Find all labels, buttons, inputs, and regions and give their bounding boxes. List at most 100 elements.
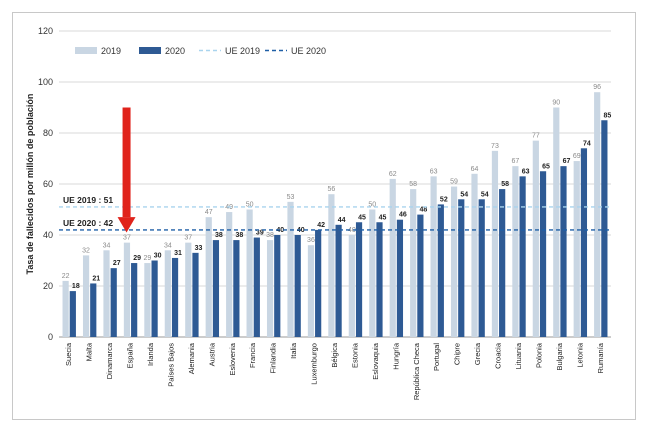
data-label-2019: 69 <box>573 153 581 160</box>
x-tick-label: Polonia <box>534 342 543 368</box>
bar-2019 <box>82 255 90 337</box>
bar-2019 <box>185 242 192 337</box>
bar-2019 <box>553 107 560 337</box>
bar-2019 <box>410 189 417 337</box>
bar-2020 <box>294 235 301 337</box>
x-tick-label: Rumanía <box>596 342 605 373</box>
arrow-head <box>117 217 136 233</box>
y-tick-label: 0 <box>48 332 53 342</box>
bar-2019 <box>450 186 458 337</box>
arrow-shaft <box>122 107 131 218</box>
bar-2019 <box>287 201 294 337</box>
data-label-2020: 39 <box>256 230 264 237</box>
x-tick-label: Portugal <box>432 343 441 371</box>
data-label-2020: 45 <box>358 214 366 221</box>
bar-2019 <box>348 235 355 337</box>
x-tick-label: Croacia <box>494 342 503 369</box>
legend-swatch <box>139 47 161 54</box>
data-label-2019: 40 <box>348 227 356 234</box>
bar-2020 <box>539 171 547 337</box>
data-label-2019: 34 <box>103 242 111 249</box>
x-tick-label: Países Bajos <box>166 343 175 387</box>
bar-2019 <box>532 140 539 337</box>
x-tick-label: Lituania <box>514 342 523 369</box>
data-label-2019: 37 <box>184 235 192 242</box>
bar-2020 <box>274 235 281 337</box>
y-tick-label: 40 <box>43 230 53 240</box>
bar-2019 <box>430 176 437 337</box>
x-tick-label: Hungría <box>391 342 400 370</box>
x-tick-label: Grecia <box>473 342 482 365</box>
x-tick-label: Estonia <box>350 342 359 368</box>
data-label-2019: 96 <box>593 84 601 91</box>
data-label-2020: 40 <box>276 227 284 234</box>
bar-2019 <box>389 178 396 337</box>
data-label-2020: 74 <box>583 140 591 147</box>
legend-label: 2019 <box>101 46 121 56</box>
data-label-2020: 33 <box>195 245 203 252</box>
reference-label: UE 2019 : 51 <box>63 195 113 205</box>
data-label-2019: 56 <box>328 186 336 193</box>
y-axis-ticks: 0 20 40 60 80 100 120 <box>38 26 53 342</box>
data-label-2020: 44 <box>338 217 346 224</box>
bar-2019 <box>246 209 253 337</box>
bar-2020 <box>560 166 567 337</box>
bar-2020 <box>355 222 363 337</box>
data-label-2020: 42 <box>317 222 325 229</box>
data-label-2020: 38 <box>235 232 243 239</box>
bar-2019 <box>512 166 519 337</box>
data-label-2020: 27 <box>113 260 121 267</box>
x-tick-label: Malta <box>85 342 94 361</box>
x-tick-label: República Checa <box>412 342 421 400</box>
x-tick-label: Austria <box>207 342 216 366</box>
bar-2020 <box>151 260 158 337</box>
bar-2020 <box>335 224 342 337</box>
bar-2020 <box>417 214 424 337</box>
data-label-2019: 53 <box>287 194 295 201</box>
highlight-arrow <box>117 107 136 233</box>
bar-2020 <box>376 222 383 337</box>
x-tick-label: Eslovaquia <box>371 342 380 380</box>
y-tick-label: 100 <box>38 77 53 87</box>
data-label-2019: 59 <box>450 179 458 186</box>
y-tick-label: 60 <box>43 179 53 189</box>
grid-lines <box>59 30 611 338</box>
x-tick-label: Bélgica <box>330 342 339 367</box>
x-tick-label: Dinamarca <box>105 342 114 379</box>
legend-label: UE 2019 <box>225 46 260 56</box>
data-label-2019: 37 <box>123 235 131 242</box>
bar-2019 <box>471 173 478 337</box>
x-axis-labels: Suecia Malta Dinamarca España Irlanda Países … <box>64 342 605 400</box>
data-label-2019: 29 <box>144 255 152 262</box>
bar-2020 <box>580 148 588 337</box>
data-label-2020: 21 <box>92 275 100 282</box>
bar-2019 <box>123 242 131 337</box>
bar-2020 <box>110 268 117 337</box>
bar-2020 <box>192 252 199 337</box>
y-tick-label: 20 <box>43 281 53 291</box>
x-tick-label: Francia <box>248 342 257 368</box>
data-label-2019: 67 <box>512 158 520 165</box>
x-tick-label: Letonia <box>575 342 584 367</box>
bar-2020 <box>601 120 608 337</box>
bar-2020 <box>131 263 138 337</box>
bars <box>62 92 608 337</box>
bar-2020 <box>499 189 506 337</box>
data-label-2019: 64 <box>471 166 479 173</box>
bar-2020 <box>458 199 465 337</box>
data-label-2019: 90 <box>552 100 560 107</box>
bar-2019 <box>144 263 151 337</box>
bar-2020 <box>90 283 97 337</box>
data-label-2019: 63 <box>430 168 438 175</box>
legend: 2019 2020 UE 2019 UE 2020 <box>75 46 326 56</box>
data-label-2020: 46 <box>399 212 407 219</box>
x-tick-label: Italia <box>289 342 298 359</box>
bar-2020 <box>519 176 526 337</box>
reference-lines: UE 2019 : 51 UE 2020 : 42 <box>59 195 611 231</box>
x-tick-label: Bulgaria <box>555 342 564 370</box>
data-label-2019: 36 <box>307 237 315 244</box>
x-tick-label: España <box>126 342 135 368</box>
x-tick-label: Suecia <box>64 342 73 366</box>
bar-2019 <box>205 217 212 337</box>
bar-2019 <box>369 209 376 337</box>
